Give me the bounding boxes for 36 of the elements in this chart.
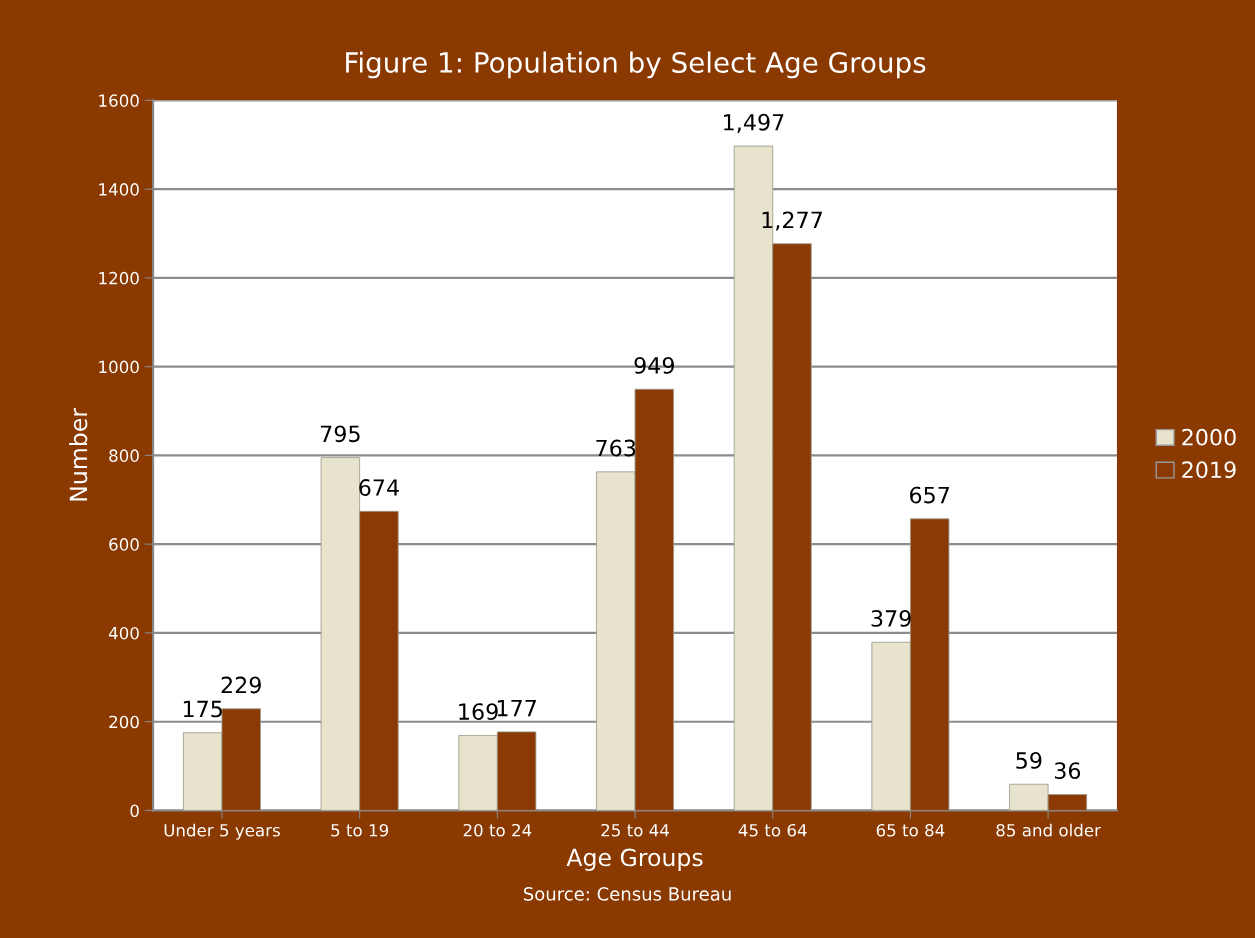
data-label: 1,497 (724, 113, 784, 133)
data-label: 379 (871, 610, 911, 627)
y-tick-label: 600 (109, 538, 139, 551)
data-label: 177 (497, 699, 536, 717)
legend-label: 2000 (1182, 428, 1236, 446)
x-tick-label: 20 to 24 (463, 823, 532, 837)
data-label: 1,277 (762, 211, 822, 231)
data-label: 59 (1016, 752, 1042, 769)
source-note: Source: Census Bureau (523, 887, 731, 901)
x-tick-label: Under 5 years (164, 823, 280, 840)
x-axis-title: Age Groups (566, 848, 703, 871)
y-tick-label: 1000 (99, 360, 139, 374)
data-label: 949 (634, 357, 674, 374)
data-label: 36 (1054, 762, 1081, 780)
x-tick-label: 25 to 44 (601, 823, 669, 837)
y-tick-label: 0 (130, 804, 139, 817)
data-label: 657 (910, 486, 949, 504)
y-tick-label: 1200 (99, 271, 139, 285)
data-label: 763 (596, 439, 636, 457)
data-label: 795 (320, 425, 360, 443)
y-tick-label: 200 (109, 715, 139, 729)
data-label: 169 (459, 703, 498, 721)
x-tick-label: 45 to 64 (738, 823, 807, 837)
y-tick-label: 1400 (99, 183, 139, 196)
x-tick-label: 85 and older (996, 823, 1101, 837)
x-tick-label: 65 to 84 (876, 823, 945, 837)
chart-title: Figure 1: Population by Select Age Groups (346, 51, 926, 79)
data-label: 175 (183, 700, 222, 718)
data-label: 674 (359, 479, 399, 496)
x-tick-label: 5 to 19 (331, 823, 389, 837)
y-tick-label: 800 (109, 449, 139, 462)
y-tick-label: 400 (108, 626, 139, 640)
data-label: 229 (221, 676, 261, 694)
legend-label: 2019 (1182, 461, 1236, 479)
y-axis-title: Number (69, 407, 88, 501)
y-tick-label: 1600 (99, 94, 139, 107)
